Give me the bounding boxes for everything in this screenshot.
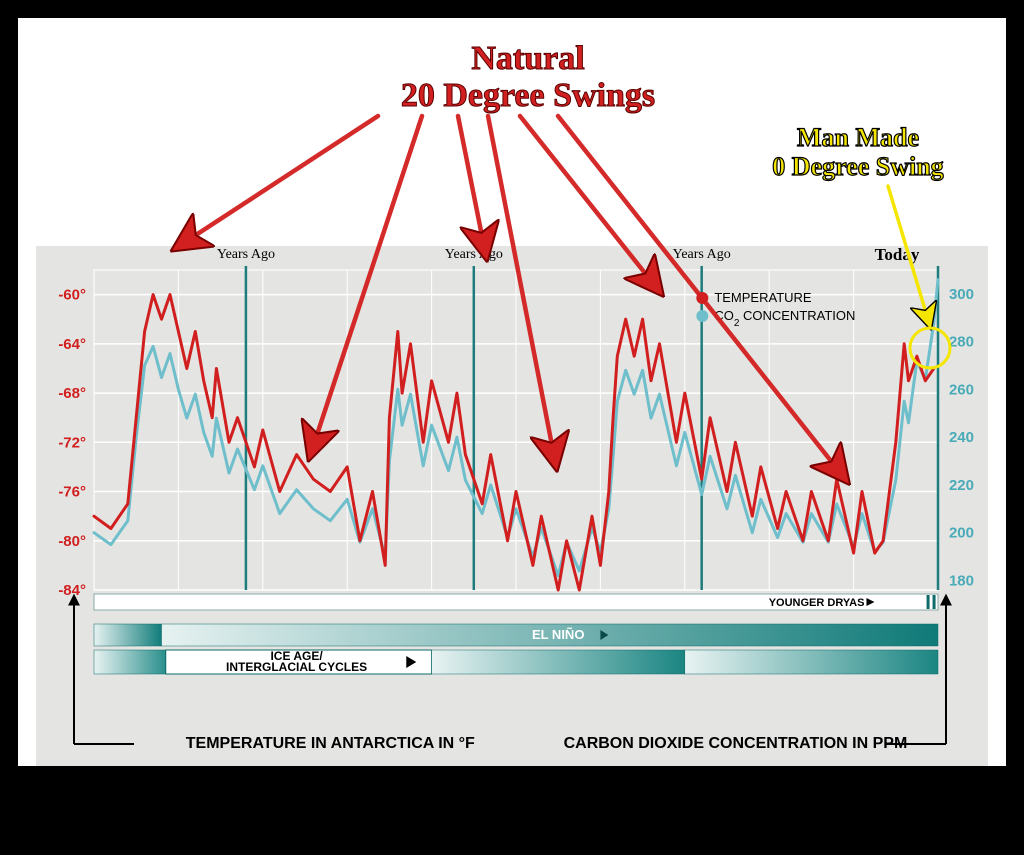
chart-svg: -60° -64° -68° -72° -76° -80° -84° 300 280 260 240… — [36, 246, 988, 766]
svg-text:YOUNGER DRYAS: YOUNGER DRYAS — [769, 597, 865, 609]
svg-text:CARBON DIOXIDE CONCENTRATION I: CARBON DIOXIDE CONCENTRATION IN PPM — [564, 735, 908, 752]
svg-text:-84°: -84° — [58, 582, 86, 599]
svg-text:Years Ago: Years Ago — [445, 247, 503, 262]
chart-panel: -60° -64° -68° -72° -76° -80° -84° 300 280 260 240… — [36, 246, 988, 766]
annotation-natural: Natural 20 Degree Swings — [218, 40, 838, 115]
svg-text:-68°: -68° — [58, 385, 86, 402]
svg-text:-76°: -76° — [58, 484, 86, 501]
svg-text:220: 220 — [949, 477, 974, 494]
svg-text:EL NIÑO: EL NIÑO — [532, 627, 585, 642]
svg-text:240: 240 — [949, 429, 974, 446]
annotation-manmade: Man Made 0 Degree Swing — [698, 124, 1018, 181]
svg-text:180: 180 — [949, 572, 974, 589]
svg-text:Years Ago: Years Ago — [217, 247, 275, 262]
svg-text:Today: Today — [875, 246, 920, 264]
svg-text:TEMPERATURE: TEMPERATURE — [714, 290, 812, 305]
svg-text:INTERGLACIAL CYCLES: INTERGLACIAL CYCLES — [226, 660, 367, 674]
svg-text:-64°: -64° — [58, 336, 86, 353]
annotation-manmade-line2: 0 Degree Swing — [772, 152, 943, 181]
red-arrow-0 — [176, 116, 378, 248]
svg-text:260: 260 — [949, 381, 974, 398]
svg-text:TEMPERATURE IN ANTARCTICA IN °: TEMPERATURE IN ANTARCTICA IN °F — [186, 735, 475, 752]
svg-text:Years Ago: Years Ago — [673, 247, 731, 262]
svg-text:200: 200 — [949, 525, 974, 542]
svg-text:280: 280 — [949, 334, 974, 351]
svg-text:300: 300 — [949, 286, 974, 303]
red-arrow-2 — [458, 116, 486, 256]
svg-text:-72°: -72° — [58, 434, 86, 451]
annotation-natural-line1: Natural — [471, 40, 584, 77]
canvas: Natural 20 Degree Swings Man Made 0 Degr… — [18, 18, 1006, 766]
svg-text:-80°: -80° — [58, 533, 86, 550]
svg-text:-60°: -60° — [58, 287, 86, 304]
annotation-natural-line2: 20 Degree Swings — [401, 77, 655, 114]
annotation-manmade-line1: Man Made — [797, 123, 919, 152]
